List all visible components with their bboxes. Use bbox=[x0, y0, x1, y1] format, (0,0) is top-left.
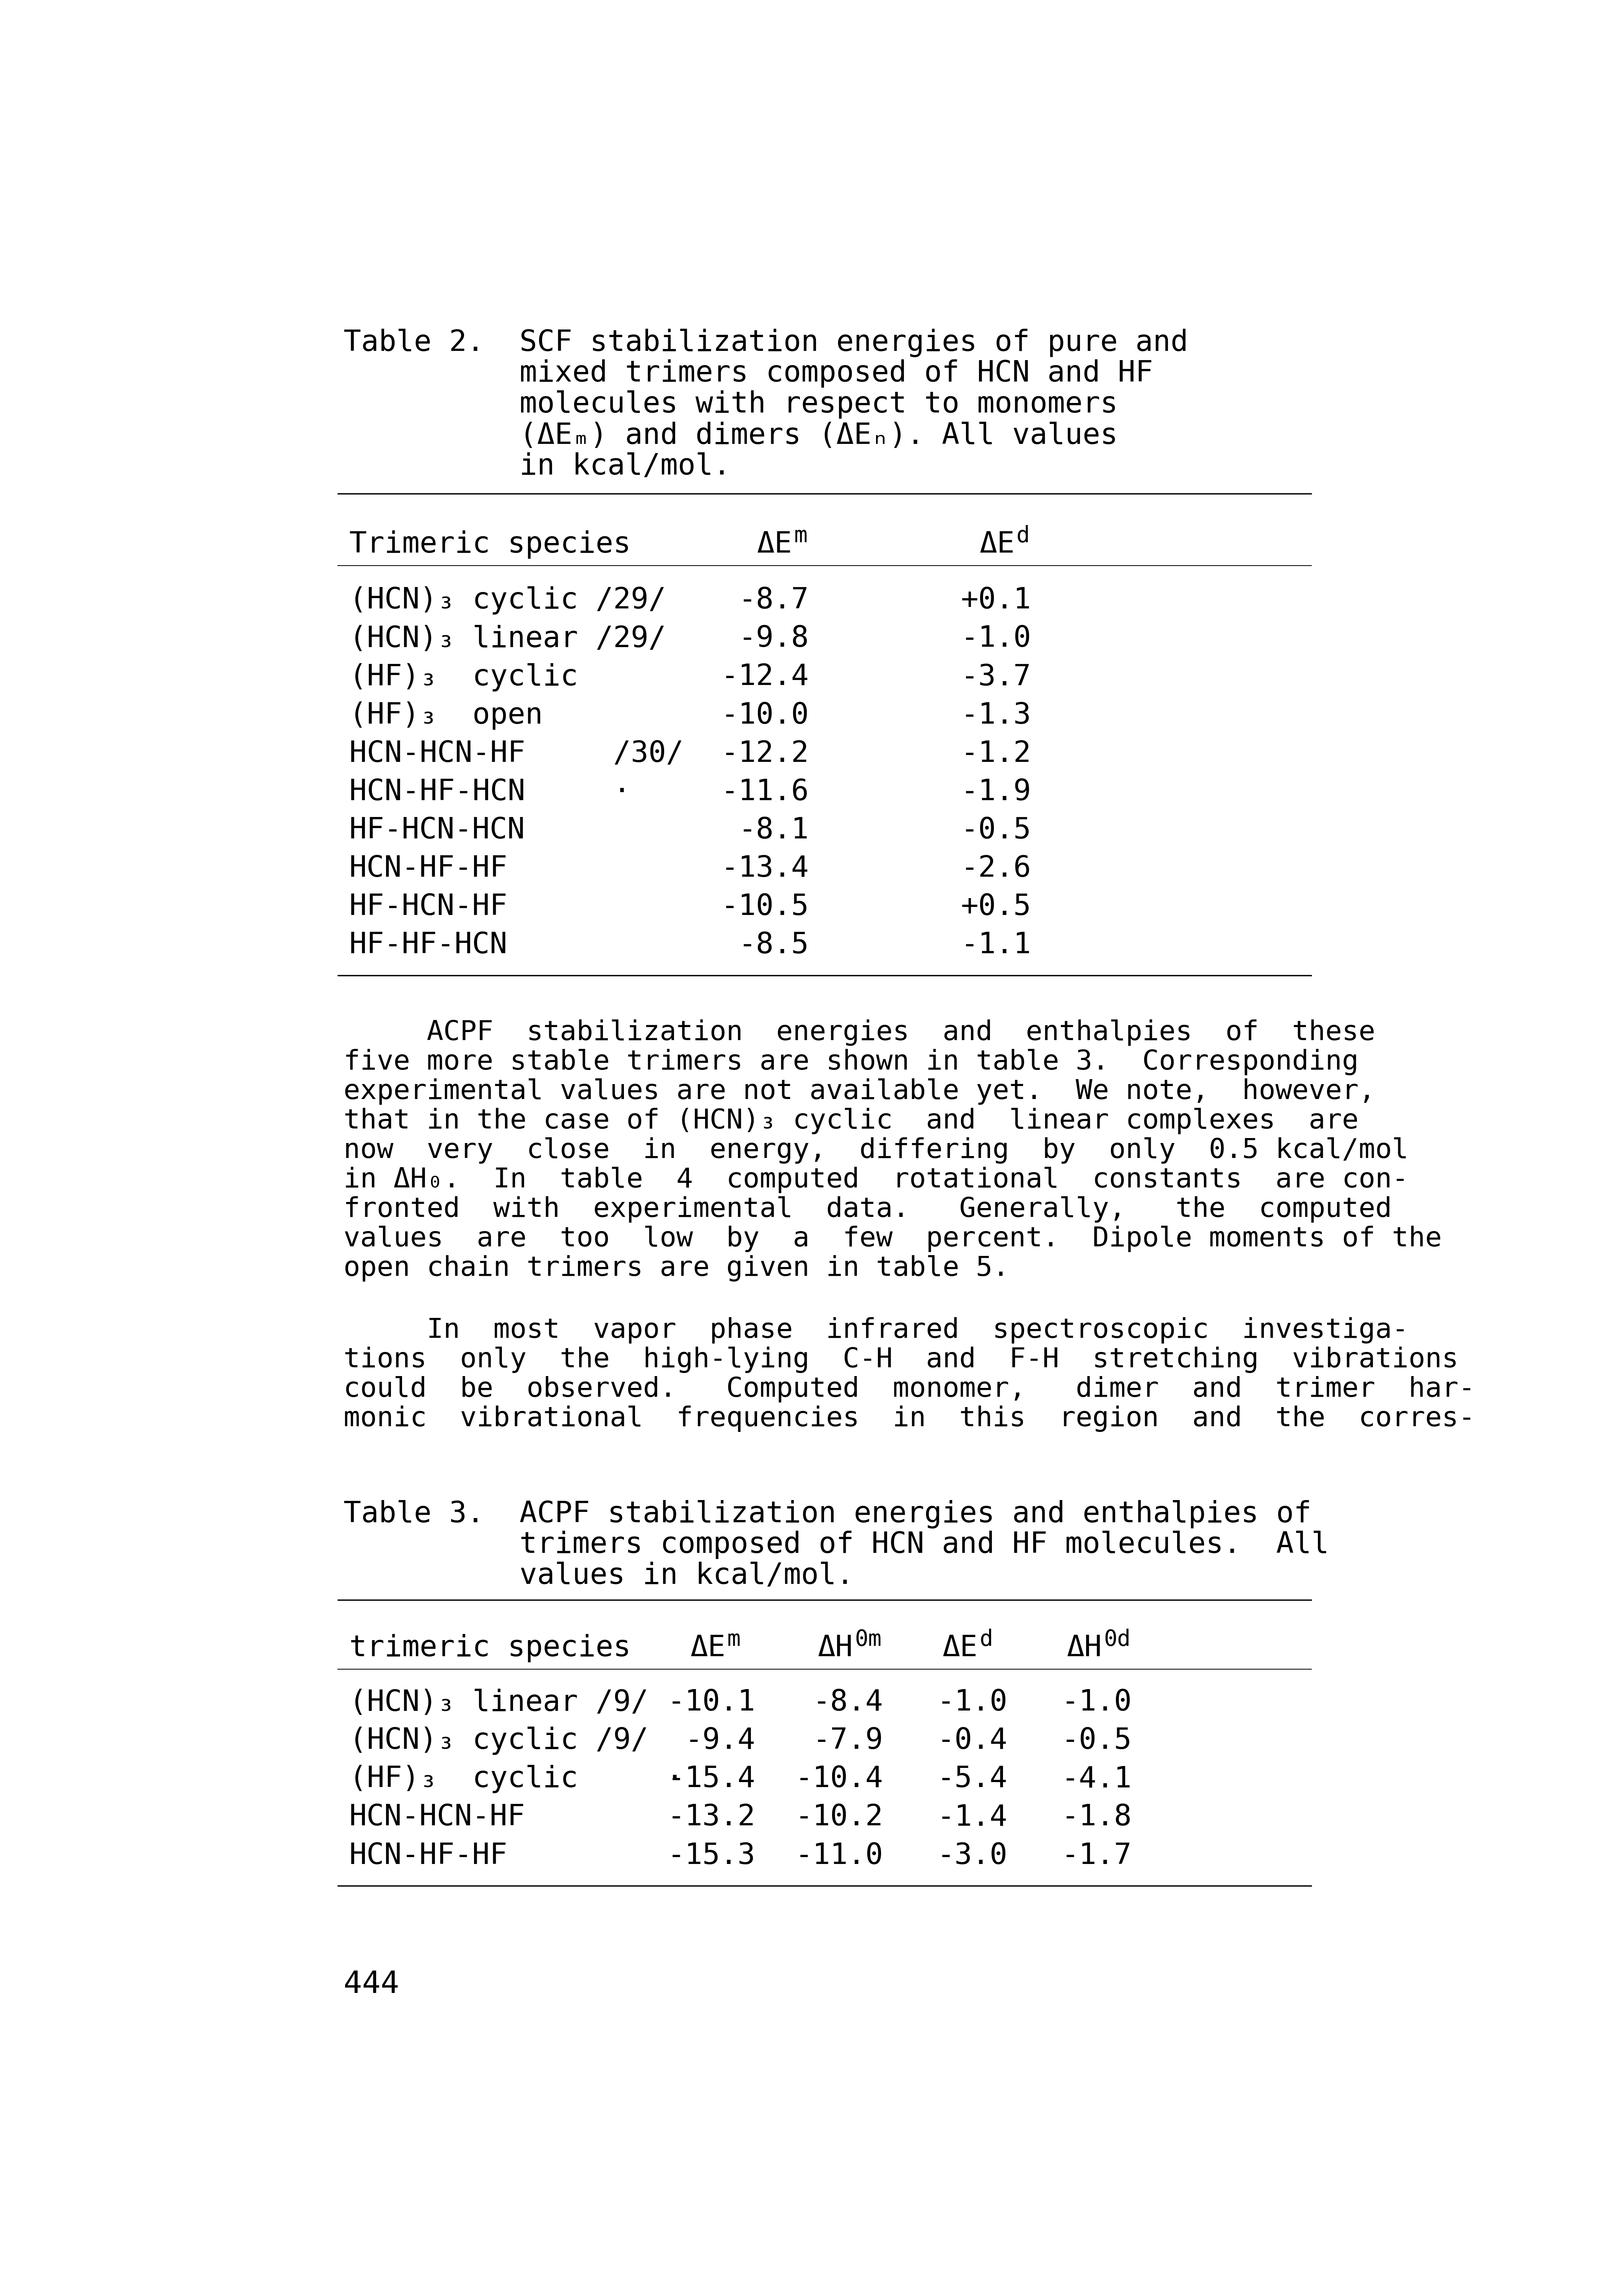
Text: -4.1: -4.1 bbox=[1062, 1766, 1133, 1793]
Text: monic  vibrational  frequencies  in  this  region  and  the  corres-: monic vibrational frequencies in this re… bbox=[343, 1405, 1475, 1433]
Text: HCN-HF-HF: HCN-HF-HF bbox=[349, 1841, 508, 1869]
Text: -0.5: -0.5 bbox=[961, 815, 1031, 845]
Text: 0d: 0d bbox=[1104, 1628, 1131, 1651]
Text: -10.2: -10.2 bbox=[795, 1802, 883, 1832]
Text: -2.6: -2.6 bbox=[961, 854, 1031, 884]
Text: ΔH: ΔH bbox=[1067, 1635, 1102, 1662]
Text: trimeric species: trimeric species bbox=[349, 1635, 631, 1662]
Text: -0.5: -0.5 bbox=[1062, 1727, 1133, 1754]
Text: ΔE: ΔE bbox=[980, 530, 1015, 558]
Text: -10.4: -10.4 bbox=[795, 1766, 883, 1793]
Text: -10.1: -10.1 bbox=[668, 1688, 756, 1717]
Text: -1.0: -1.0 bbox=[961, 625, 1031, 652]
Text: -1.7: -1.7 bbox=[1062, 1841, 1133, 1869]
Text: m: m bbox=[795, 526, 808, 546]
Text: -10.0: -10.0 bbox=[721, 700, 809, 730]
Text: Table 2.  SCF stabilization energies of pure and: Table 2. SCF stabilization energies of p… bbox=[343, 328, 1187, 358]
Text: fronted  with  experimental  data.   Generally,   the  computed: fronted with experimental data. Generall… bbox=[343, 1196, 1392, 1224]
Text: -3.7: -3.7 bbox=[961, 664, 1031, 691]
Text: d: d bbox=[1017, 526, 1030, 546]
Text: HCN-HCN-HF     /30/: HCN-HCN-HF /30/ bbox=[349, 739, 684, 767]
Text: -11.0: -11.0 bbox=[795, 1841, 883, 1869]
Text: (HF)₃  cyclic     ·: (HF)₃ cyclic · bbox=[349, 1766, 684, 1793]
Text: values in kcal/mol.: values in kcal/mol. bbox=[343, 1561, 854, 1591]
Text: Trimeric species: Trimeric species bbox=[349, 530, 631, 558]
Text: -1.8: -1.8 bbox=[1062, 1802, 1133, 1832]
Text: -1.3: -1.3 bbox=[961, 700, 1031, 730]
Text: -11.6: -11.6 bbox=[721, 778, 809, 806]
Text: -10.5: -10.5 bbox=[721, 893, 809, 921]
Text: tions  only  the  high-lying  C-H  and  F-H  stretching  vibrations: tions only the high-lying C-H and F-H st… bbox=[343, 1345, 1458, 1373]
Text: (HCN)₃ cyclic /29/: (HCN)₃ cyclic /29/ bbox=[349, 585, 666, 615]
Text: In  most  vapor  phase  infrared  spectroscopic  investiga-: In most vapor phase infrared spectroscop… bbox=[343, 1318, 1408, 1343]
Text: -8.7: -8.7 bbox=[739, 585, 809, 615]
Text: in kcal/mol.: in kcal/mol. bbox=[343, 452, 730, 480]
Text: Table 3.  ACPF stabilization energies and enthalpies of: Table 3. ACPF stabilization energies and… bbox=[343, 1499, 1311, 1529]
Text: ΔH: ΔH bbox=[817, 1635, 853, 1662]
Text: -9.8: -9.8 bbox=[739, 625, 809, 652]
Text: +0.1: +0.1 bbox=[961, 585, 1031, 615]
Text: HF-HF-HCN: HF-HF-HCN bbox=[349, 932, 508, 960]
Text: +0.5: +0.5 bbox=[961, 893, 1031, 921]
Text: ΔE: ΔE bbox=[756, 530, 792, 558]
Text: -13.2: -13.2 bbox=[668, 1802, 756, 1832]
Text: -1.2: -1.2 bbox=[961, 739, 1031, 767]
Text: (HCN)₃ linear /29/: (HCN)₃ linear /29/ bbox=[349, 625, 666, 652]
Text: ΔE: ΔE bbox=[690, 1635, 726, 1662]
Text: that in the case of (HCN)₃ cyclic  and  linear complexes  are: that in the case of (HCN)₃ cyclic and li… bbox=[343, 1109, 1358, 1134]
Text: HF-HCN-HCN: HF-HCN-HCN bbox=[349, 815, 525, 845]
Text: -15.3: -15.3 bbox=[668, 1841, 756, 1869]
Text: HCN-HF-HF: HCN-HF-HF bbox=[349, 854, 508, 884]
Text: (ΔEₘ) and dimers (ΔEₙ). All values: (ΔEₘ) and dimers (ΔEₙ). All values bbox=[343, 422, 1118, 450]
Text: -12.4: -12.4 bbox=[721, 664, 809, 691]
Text: (HF)₃  cyclic: (HF)₃ cyclic bbox=[349, 664, 578, 691]
Text: -1.4: -1.4 bbox=[936, 1802, 1007, 1832]
Text: d: d bbox=[980, 1628, 993, 1651]
Text: -1.0: -1.0 bbox=[936, 1688, 1007, 1717]
Text: five more stable trimers are shown in table 3.  Corresponding: five more stable trimers are shown in ta… bbox=[343, 1049, 1358, 1075]
Text: m: m bbox=[727, 1628, 740, 1651]
Text: (HCN)₃ cyclic /9/: (HCN)₃ cyclic /9/ bbox=[349, 1727, 648, 1754]
Text: ΔE: ΔE bbox=[943, 1635, 978, 1662]
Text: -1.1: -1.1 bbox=[961, 932, 1031, 960]
Text: (HCN)₃ linear /9/: (HCN)₃ linear /9/ bbox=[349, 1688, 648, 1717]
Text: -1.9: -1.9 bbox=[961, 778, 1031, 806]
Text: molecules with respect to monomers: molecules with respect to monomers bbox=[343, 390, 1118, 418]
Text: experimental values are not available yet.  We note,  however,: experimental values are not available ye… bbox=[343, 1079, 1376, 1104]
Text: -8.5: -8.5 bbox=[739, 932, 809, 960]
Text: -15.4: -15.4 bbox=[668, 1766, 756, 1793]
Text: -1.0: -1.0 bbox=[1062, 1688, 1133, 1717]
Text: mixed trimers composed of HCN and HF: mixed trimers composed of HCN and HF bbox=[343, 360, 1154, 388]
Text: -3.0: -3.0 bbox=[936, 1841, 1007, 1869]
Text: could  be  observed.   Computed  monomer,   dimer  and  trimer  har-: could be observed. Computed monomer, dim… bbox=[343, 1375, 1475, 1403]
Text: -0.4: -0.4 bbox=[936, 1727, 1007, 1754]
Text: values  are  too  low  by  a  few  percent.  Dipole moments of the: values are too low by a few percent. Dip… bbox=[343, 1226, 1442, 1251]
Text: trimers composed of HCN and HF molecules.  All: trimers composed of HCN and HF molecules… bbox=[343, 1531, 1329, 1559]
Text: HF-HCN-HF: HF-HCN-HF bbox=[349, 893, 508, 921]
Text: 0m: 0m bbox=[854, 1628, 882, 1651]
Text: HCN-HCN-HF: HCN-HCN-HF bbox=[349, 1802, 525, 1832]
Text: -8.4: -8.4 bbox=[813, 1688, 883, 1717]
Text: -9.4: -9.4 bbox=[685, 1727, 756, 1754]
Text: HCN-HF-HCN     ·: HCN-HF-HCN · bbox=[349, 778, 631, 806]
Text: -5.4: -5.4 bbox=[936, 1766, 1007, 1793]
Text: now  very  close  in  energy,  differing  by  only  0.5 kcal/mol: now very close in energy, differing by o… bbox=[343, 1137, 1408, 1164]
Text: (HF)₃  open: (HF)₃ open bbox=[349, 700, 542, 730]
Text: 444: 444 bbox=[343, 1970, 399, 2000]
Text: -12.2: -12.2 bbox=[721, 739, 809, 767]
Text: in ΔH₀.  In  table  4  computed  rotational  constants  are con-: in ΔH₀. In table 4 computed rotational c… bbox=[343, 1166, 1408, 1194]
Text: -8.1: -8.1 bbox=[739, 815, 809, 845]
Text: ACPF  stabilization  energies  and  enthalpies  of  these: ACPF stabilization energies and enthalpi… bbox=[343, 1019, 1376, 1047]
Text: -7.9: -7.9 bbox=[813, 1727, 883, 1754]
Text: -13.4: -13.4 bbox=[721, 854, 809, 884]
Text: open chain trimers are given in table 5.: open chain trimers are given in table 5. bbox=[343, 1256, 1009, 1281]
